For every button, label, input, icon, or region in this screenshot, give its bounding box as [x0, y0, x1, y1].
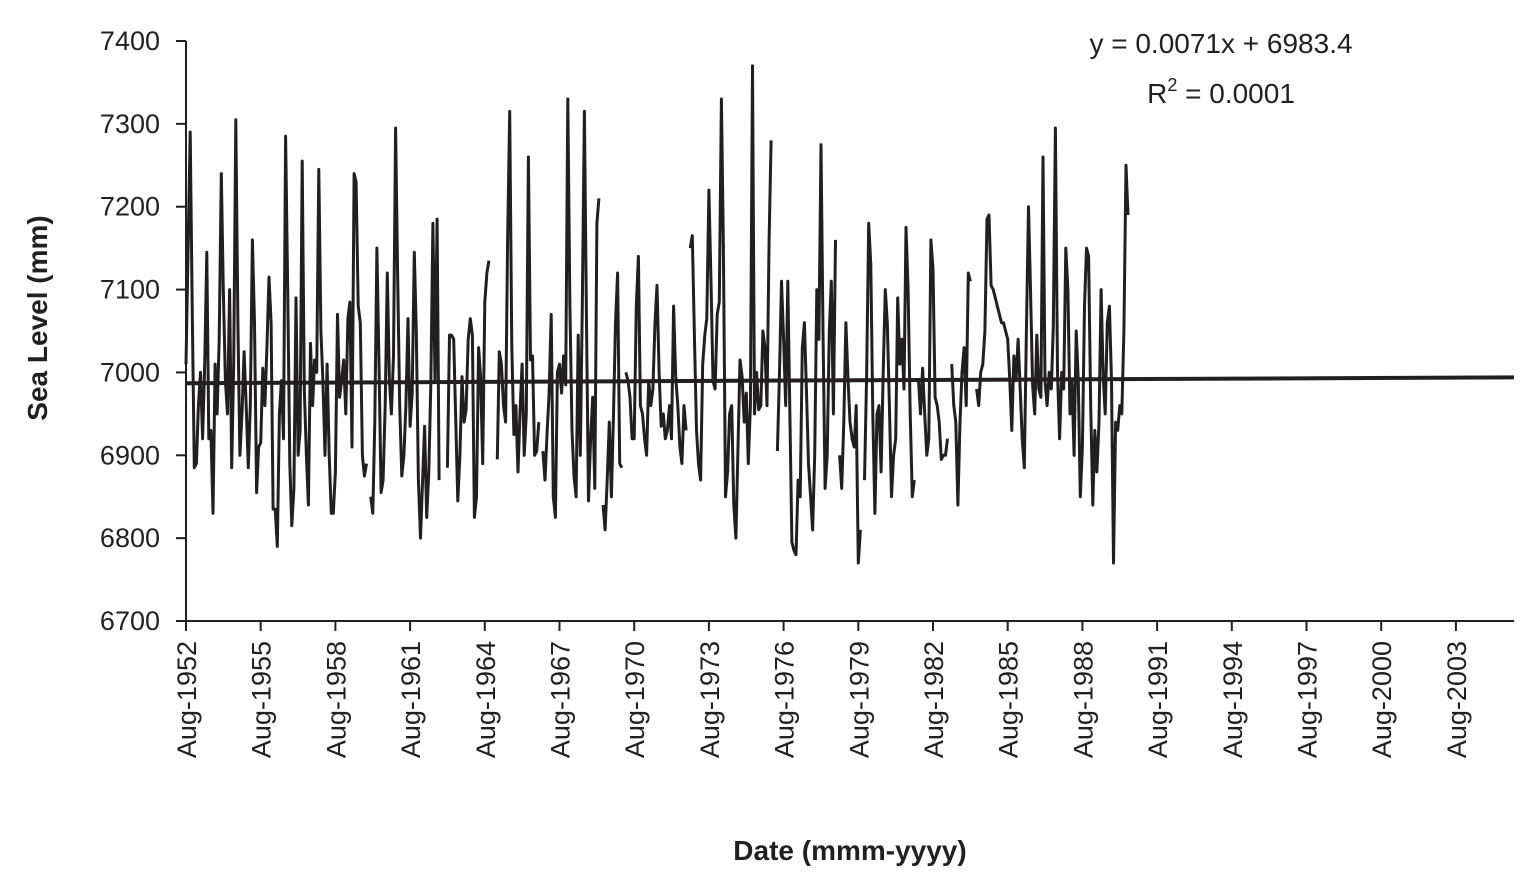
trendline-equation: y = 0.0071x + 6983.4 — [1089, 28, 1352, 59]
series-segment — [495, 109, 541, 474]
y-tick-label: 6900 — [100, 440, 160, 470]
series-segment — [975, 126, 1130, 565]
y-tick-label: 7200 — [100, 192, 160, 222]
x-axis-ticks: Aug-1952 Aug-1955 Aug-1958 Aug-1961 Aug-1964… — [172, 621, 1472, 758]
series-lines — [184, 64, 1130, 565]
x-axis-title: Date (mmm-yyyy) — [733, 835, 966, 866]
x-tick-label: Aug-1994 — [1218, 641, 1248, 758]
r2-suffix: = 0.0001 — [1177, 78, 1295, 109]
series-segment — [624, 254, 688, 466]
x-tick-label: Aug-1961 — [396, 641, 426, 758]
x-tick-label: Aug-1973 — [695, 641, 725, 758]
series-segment — [917, 238, 949, 461]
series-segment — [601, 271, 624, 532]
x-tick-label: Aug-2003 — [1442, 641, 1472, 758]
x-tick-label: Aug-1985 — [994, 641, 1024, 758]
x-tick-label: Aug-1997 — [1293, 641, 1323, 758]
y-tick-label: 7400 — [100, 26, 160, 56]
y-tick-label: 6700 — [100, 606, 160, 636]
y-tick-label: 6800 — [100, 523, 160, 553]
trendline-r2: R2 = 0.0001 — [1147, 75, 1295, 109]
x-tick-label: Aug-1970 — [620, 641, 650, 758]
x-tick-label: Aug-1979 — [844, 641, 874, 758]
r2-superscript: 2 — [1167, 75, 1177, 95]
x-tick-label: Aug-1976 — [770, 641, 800, 758]
x-tick-label: Aug-2000 — [1367, 641, 1397, 758]
series-segment — [369, 126, 441, 540]
series-segment — [838, 321, 862, 565]
trendline — [185, 375, 1515, 386]
y-tick-label: 7000 — [100, 357, 160, 387]
series-segment — [775, 143, 837, 557]
x-tick-label: Aug-1967 — [546, 641, 576, 758]
series-segment — [445, 260, 491, 519]
series-segment — [688, 64, 773, 540]
y-axis-title: Sea Level (mm) — [22, 215, 53, 420]
x-tick-label: Aug-1955 — [247, 641, 277, 758]
series-segment — [863, 221, 916, 515]
x-tick-label: Aug-1958 — [321, 641, 351, 758]
x-tick-label: Aug-1988 — [1068, 641, 1098, 758]
y-tick-label: 7100 — [100, 275, 160, 305]
x-tick-label: Aug-1952 — [172, 641, 202, 758]
series-segment — [541, 97, 601, 519]
y-axis-ticks: 6700 6800 6900 7000 7100 7200 7300 7400 — [100, 26, 186, 636]
series-segment — [184, 118, 368, 548]
series-segment — [950, 271, 972, 507]
x-tick-label: Aug-1991 — [1143, 641, 1173, 758]
y-tick-label: 7300 — [100, 109, 160, 139]
r2-prefix: R — [1147, 78, 1167, 109]
x-tick-label: Aug-1982 — [919, 641, 949, 758]
x-tick-label: Aug-1964 — [471, 641, 501, 758]
